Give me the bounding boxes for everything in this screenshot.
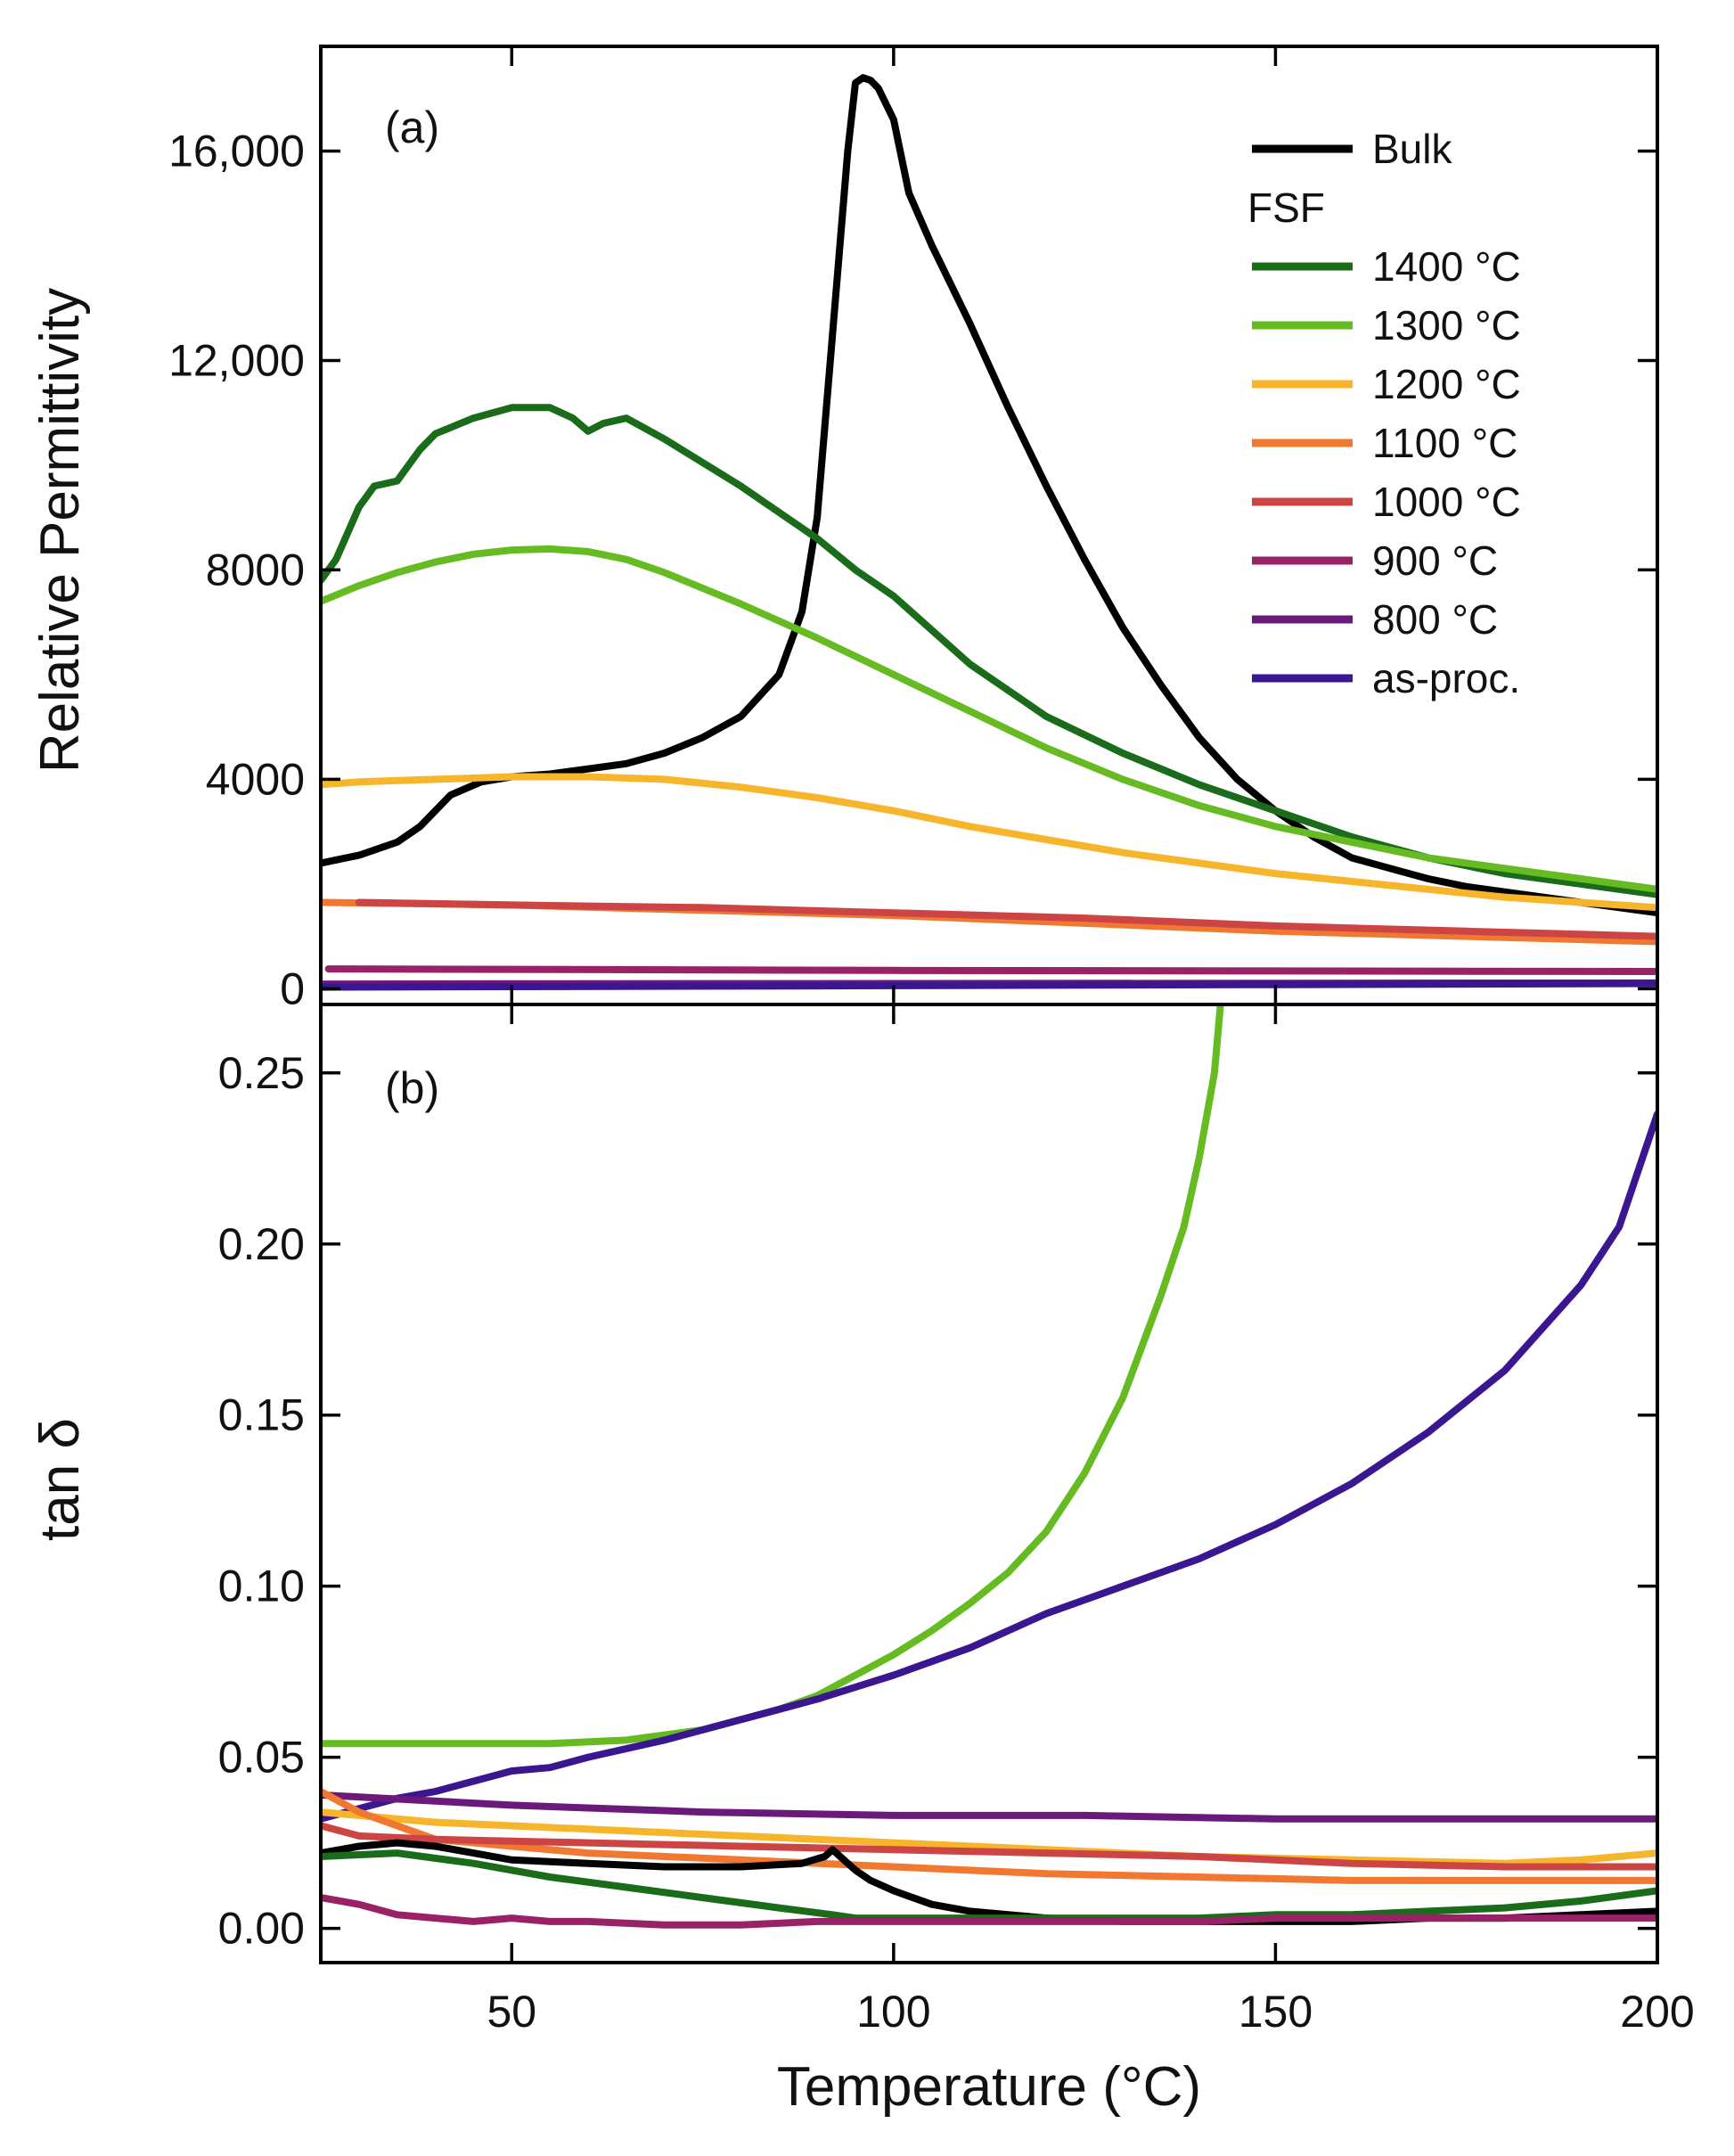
- panel-a-y-tick-label: 0: [280, 963, 305, 1013]
- panel-b-series-1300-c: [321, 1004, 1224, 1748]
- panel-b-y-axis-title: tan δ: [29, 1418, 91, 1541]
- panel-b-series-900-c: [321, 1894, 1657, 1929]
- panel-a-series-as-proc: [321, 980, 1657, 991]
- panel-a-ticks: 0 4000 8000 12,000 16,000: [168, 46, 1657, 1013]
- panel-a-series-1000-c: [355, 898, 1657, 940]
- legend: Bulk FSF 1400 °C 1300 °C 1200 °C 1100 °C 1000 …: [1247, 126, 1521, 701]
- panel-a-y-tick-label: 8000: [206, 545, 305, 594]
- panel-a-permittivity: 0 4000 8000 12,000 16,000 (a) Relative Permi…: [29, 45, 1659, 1013]
- panel-a-series-1400-c: [321, 404, 1657, 898]
- panel-a-y-tick-label: 4000: [206, 754, 305, 804]
- panel-a-series-group: [321, 74, 1657, 991]
- panel-a-series-1200-c: [321, 773, 1657, 912]
- panel-b-series-800-c: [321, 1791, 1657, 1823]
- panel-b-y-tick-label: 0.15: [218, 1390, 305, 1440]
- panel-a-y-tick-label: 12,000: [168, 335, 305, 385]
- panel-b-ticks: 0.00 0.05 0.10 0.15 0.20 0.25 50 100 150 200: [218, 1004, 1695, 2037]
- legend-label-1100-c: 1100 °C: [1372, 420, 1517, 466]
- panel-b-series-group: [321, 1004, 1657, 1929]
- panel-a-series-900-c: [324, 965, 1657, 975]
- legend-group-label: FSF: [1247, 184, 1325, 231]
- panel-b-frame: [319, 1003, 1659, 1964]
- legend-label-800-c: 800 °C: [1372, 596, 1498, 643]
- panel-b-y-tick-label: 0.05: [218, 1733, 305, 1783]
- legend-label-1300-c: 1300 °C: [1372, 302, 1521, 348]
- legend-label-1000-c: 1000 °C: [1372, 479, 1521, 525]
- legend-label-900-c: 900 °C: [1372, 537, 1498, 584]
- legend-label-1200-c: 1200 °C: [1372, 361, 1521, 407]
- legend-label-bulk: Bulk: [1372, 126, 1452, 172]
- panel-b-y-tick-label: 0.20: [218, 1219, 305, 1269]
- x-axis-title: Temperature (°C): [777, 2056, 1201, 2118]
- legend-label-1400-c: 1400 °C: [1372, 243, 1521, 290]
- panel-b-series-1100-c: [321, 1788, 1657, 1884]
- panel-b-label: (b): [385, 1063, 439, 1113]
- x-tick-label: 200: [1620, 1987, 1694, 2037]
- panel-b-y-tick-label: 0.00: [218, 1904, 305, 1954]
- panel-a-label: (a): [385, 102, 439, 152]
- panel-b-y-tick-label: 0.10: [218, 1562, 305, 1611]
- panel-b-series-1000-c: [321, 1822, 1657, 1871]
- panel-b-series-as-proc: [321, 1110, 1657, 1823]
- x-tick-label: 100: [856, 1987, 930, 2037]
- x-tick-label: 150: [1239, 1987, 1313, 2037]
- panel-b-y-tick-label: 0.25: [218, 1048, 305, 1098]
- panel-a-series-1300-c: [321, 545, 1657, 893]
- x-tick-label: 50: [487, 1987, 536, 2037]
- panel-a-y-axis-title: Relative Permittivity: [29, 288, 91, 773]
- panel-a-y-tick-label: 16,000: [168, 126, 305, 176]
- legend-label-as-proc: as-proc.: [1372, 655, 1520, 701]
